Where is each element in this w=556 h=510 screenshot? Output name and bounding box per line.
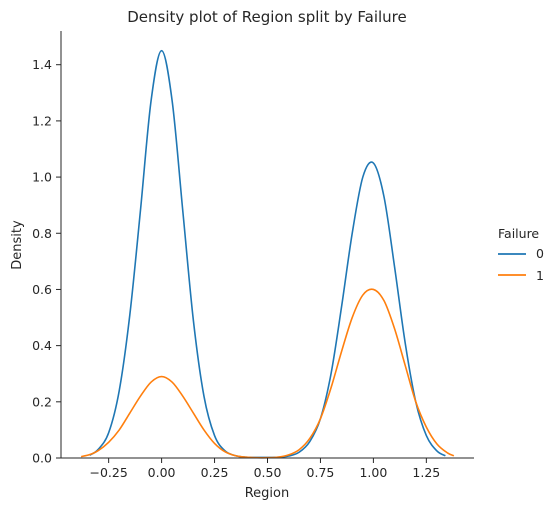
x-tick-label: 0.25	[201, 465, 229, 480]
y-axis-label: Density	[10, 220, 25, 270]
y-tick-label: 0.4	[32, 338, 52, 353]
y-tick-label: 0.0	[32, 451, 52, 466]
x-ticks: −0.25 0.00 0.25 0.50 0.75 1.00 1.25	[89, 458, 440, 480]
x-tick-label: 1.00	[359, 465, 387, 480]
legend: Failure 0 1	[498, 226, 544, 283]
plot-lines	[80, 49, 455, 459]
legend-label-1: 1	[536, 268, 544, 283]
y-tick-label: 1.0	[32, 170, 52, 185]
x-tick-label: −0.25	[89, 465, 127, 480]
series-line-0	[89, 49, 446, 459]
y-tick-label: 1.2	[32, 113, 52, 128]
y-tick-label: 0.8	[32, 226, 52, 241]
x-tick-label: 0.00	[148, 465, 176, 480]
x-tick-label: 0.75	[307, 465, 335, 480]
y-tick-label: 0.2	[32, 394, 52, 409]
y-tick-label: 1.4	[32, 57, 52, 72]
x-tick-label: 0.50	[254, 465, 282, 480]
x-tick-label: 1.25	[412, 465, 440, 480]
series-line-1	[80, 288, 455, 459]
legend-label-0: 0	[536, 246, 544, 261]
chart-title: Density plot of Region split by Failure	[127, 8, 407, 26]
y-tick-label: 0.6	[32, 282, 52, 297]
legend-title: Failure	[498, 226, 539, 241]
x-axis-label: Region	[245, 486, 290, 501]
y-ticks: 0.0 0.2 0.4 0.6 0.8 1.0 1.2 1.4	[32, 57, 61, 466]
